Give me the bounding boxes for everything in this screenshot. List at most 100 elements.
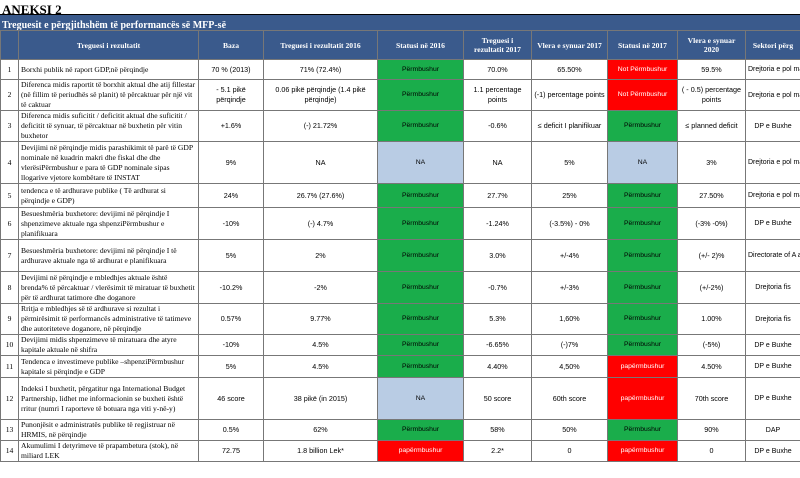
status-2017-badge: Përmbushur <box>607 110 678 142</box>
indicator-2017-value: -1.24% <box>463 207 532 240</box>
indicator-description: Indeksi I buxhetit, përgatitur nga Inter… <box>18 377 199 420</box>
indicator-description: Besueshmëria buxhetore: devijimi në përq… <box>18 207 199 240</box>
table-row: 4 Devijimi në përqindje midis parashikimi… <box>0 141 800 184</box>
indicator-description: Devijimi midis shpenzimeve të miratuara … <box>18 334 199 356</box>
table-row: 5 tendenca e të ardhurave publike ( Të ar… <box>0 183 800 208</box>
indicator-2016-value: (-) 21.72% <box>263 110 378 142</box>
indicator-2016-value: 4.5% <box>263 334 378 356</box>
row-number: 4 <box>0 141 19 184</box>
baseline-value: -10% <box>198 334 264 356</box>
status-2017-badge: Përmbushur <box>607 303 678 335</box>
indicator-2017-value: 5.3% <box>463 303 532 335</box>
target-2017-value: ≤ deficit I planifikuar <box>531 110 608 142</box>
row-number: 1 <box>0 59 19 80</box>
table-header-row: Treguesi i rezultatit Baza Treguesi i re… <box>0 30 800 60</box>
table-row: 11 Tendenca e investimeve publike –shpenz… <box>0 355 800 378</box>
status-2017-badge: Not Përmbushur <box>607 59 678 80</box>
responsible-sector: Drejtoria e pol makro-ekono <box>745 59 800 80</box>
status-2016-badge: Përmbushur <box>377 79 464 111</box>
indicator-2016-value: 62% <box>263 419 378 441</box>
indicator-2017-value: -6.65% <box>463 334 532 356</box>
status-2017-badge: papërmbushur <box>607 440 678 462</box>
target-2020-value: (+/- 2)% <box>677 239 746 272</box>
baseline-value: 5% <box>198 239 264 272</box>
status-2016-badge: Përmbushur <box>377 334 464 356</box>
status-2017-badge: Përmbushur <box>607 271 678 304</box>
baseline-value: -10.2% <box>198 271 264 304</box>
indicator-2017-value: 58% <box>463 419 532 441</box>
col-header-sector: Sektori përg <box>745 30 800 60</box>
responsible-sector: Directorate of A and Monitoring Policies <box>745 239 800 272</box>
target-2017-value: 60th score <box>531 377 608 420</box>
status-2017-badge: papërmbushur <box>607 355 678 378</box>
table-subtitle: Treguesit e përgjithshëm të performancës… <box>2 20 227 31</box>
baseline-value: 9% <box>198 141 264 184</box>
col-header-indicator-2017: Treguesi i rezultatit 2017 <box>463 30 532 60</box>
baseline-value: 5% <box>198 355 264 378</box>
indicator-2017-value: -0.7% <box>463 271 532 304</box>
responsible-sector: DP e Buxhe <box>745 377 800 420</box>
target-2017-value: +/-4% <box>531 239 608 272</box>
table-row: 13 Punonjësit e administratës publike të … <box>0 419 800 441</box>
annex-title: ANEKSI 2 <box>2 2 62 17</box>
status-2016-badge: Përmbushur <box>377 183 464 208</box>
row-number: 14 <box>0 440 19 462</box>
baseline-value: 70 % (2013) <box>198 59 264 80</box>
responsible-sector: DAP <box>745 419 800 441</box>
responsible-sector: Drejtoria fis <box>745 271 800 304</box>
table-row: 1 Borxhi publik në raport GDP,në përqindj… <box>0 59 800 80</box>
indicator-2016-value: 0.06 pikë përqindje (1.4 pikë përqindje) <box>263 79 378 111</box>
target-2020-value: 1.00% <box>677 303 746 335</box>
status-2017-badge: NA <box>607 141 678 184</box>
row-number: 5 <box>0 183 19 208</box>
responsible-sector: Drejtoria e pol makro-ekono <box>745 183 800 208</box>
indicator-2017-value: -0.6% <box>463 110 532 142</box>
indicator-2016-value: 9.77% <box>263 303 378 335</box>
responsible-sector: DP e Buxhe <box>745 207 800 240</box>
col-header-target-2017: Vlera e synuar 2017 <box>531 30 608 60</box>
target-2020-value: 4.50% <box>677 355 746 378</box>
responsible-sector: Drejtoria e pol makro-ekono <box>745 79 800 111</box>
indicator-description: Devijimi në përqindje e mbledhjes aktual… <box>18 271 199 304</box>
target-2020-value: 90% <box>677 419 746 441</box>
indicator-description: Besueshmëria buxhetore: devijimi në përq… <box>18 239 199 272</box>
target-2020-value: 0 <box>677 440 746 462</box>
table-row: 6 Besueshmëria buxhetore: devijimi në për… <box>0 207 800 240</box>
indicator-2016-value: -2% <box>263 271 378 304</box>
responsible-sector: DP e Buxhe <box>745 355 800 378</box>
indicator-2017-value: 4.40% <box>463 355 532 378</box>
status-2017-badge: Përmbushur <box>607 334 678 356</box>
responsible-sector: DP e Buxhe <box>745 440 800 462</box>
row-number: 10 <box>0 334 19 356</box>
table-row: 12 Indeksi I buxhetit, përgatitur nga Int… <box>0 377 800 420</box>
baseline-value: 24% <box>198 183 264 208</box>
col-header-status-2016: Statusi në 2016 <box>377 30 464 60</box>
indicator-description: Diferenca midis suficitit / deficitit ak… <box>18 110 199 142</box>
indicator-2016-value: 1.8 billion Lek* <box>263 440 378 462</box>
baseline-value: -10% <box>198 207 264 240</box>
indicator-2017-value: 27.7% <box>463 183 532 208</box>
baseline-value: +1.6% <box>198 110 264 142</box>
indicator-2016-value: 26.7% (27.6%) <box>263 183 378 208</box>
status-2016-badge: papërmbushur <box>377 440 464 462</box>
row-number: 9 <box>0 303 19 335</box>
target-2020-value: 27.50% <box>677 183 746 208</box>
indicator-description: Punonjësit e administratës publike të re… <box>18 419 199 441</box>
indicator-2016-value: 38 pikë (in 2015) <box>263 377 378 420</box>
row-number: 2 <box>0 79 19 111</box>
status-2017-badge: Përmbushur <box>607 183 678 208</box>
status-2016-badge: Përmbushur <box>377 207 464 240</box>
indicator-2016-value: 71% (72.4%) <box>263 59 378 80</box>
baseline-value: 46 score <box>198 377 264 420</box>
indicator-description: Tendenca e investimeve publike –shpenziP… <box>18 355 199 378</box>
col-header-status-2017: Statusi në 2017 <box>607 30 678 60</box>
table-row: 10 Devijimi midis shpenzimeve të miratuar… <box>0 334 800 356</box>
status-2016-badge: Përmbushur <box>377 239 464 272</box>
target-2020-value: ( - 0.5) percentage points <box>677 79 746 111</box>
baseline-value: - 5.1 pikë përqindje <box>198 79 264 111</box>
col-header-no <box>0 30 19 60</box>
indicator-description: Akumulimi I detyrimeve të prapambetura (… <box>18 440 199 462</box>
indicator-description: Devijimi në përqindje midis parashikimit… <box>18 141 199 184</box>
target-2020-value: 70th score <box>677 377 746 420</box>
status-2017-badge: Përmbushur <box>607 239 678 272</box>
